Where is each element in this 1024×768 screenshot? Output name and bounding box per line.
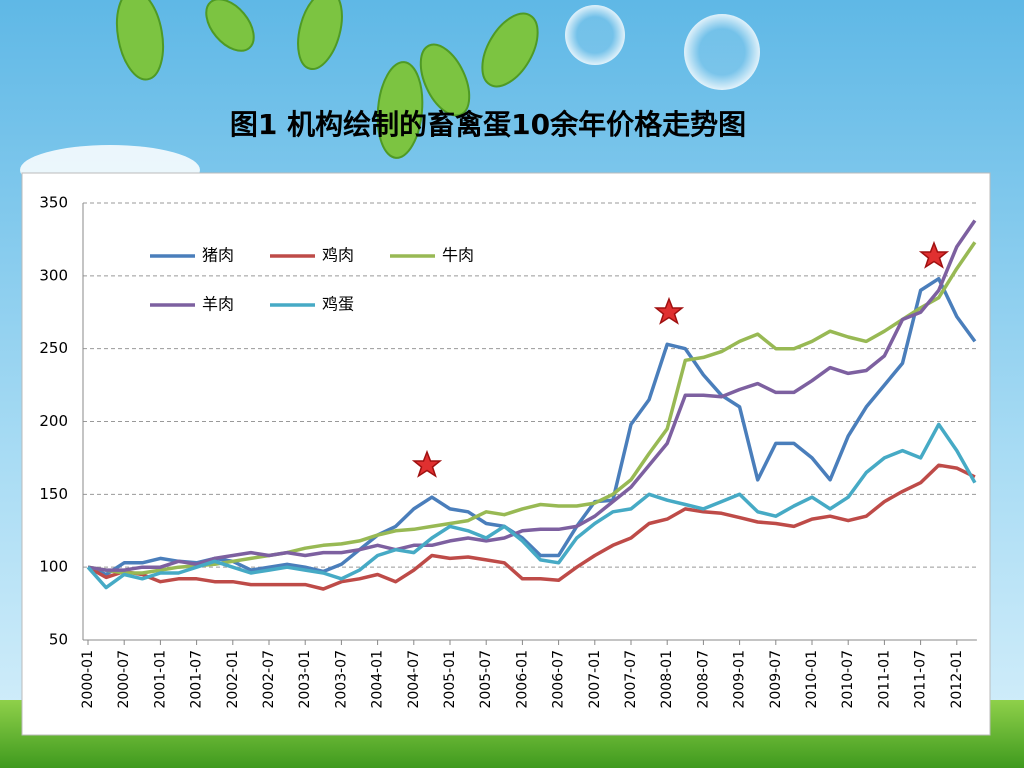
series-line xyxy=(87,219,977,572)
legend-label: 牛肉 xyxy=(442,246,474,265)
x-tick-label: 2006-07 xyxy=(551,650,567,709)
series-line xyxy=(87,241,977,575)
legend-label: 猪肉 xyxy=(202,246,234,265)
x-tick-label: 2012-01 xyxy=(949,650,965,709)
legend-label: 鸡肉 xyxy=(322,246,354,265)
leaves xyxy=(115,0,539,159)
y-tick-label: 200 xyxy=(39,412,68,430)
x-tick-label: 2002-01 xyxy=(225,650,241,709)
x-tick-label: 2007-01 xyxy=(587,650,603,709)
annotation-stars xyxy=(411,240,950,478)
x-tick-label: 2004-01 xyxy=(370,650,386,709)
series-line xyxy=(87,276,977,577)
x-tick-label: 2000-07 xyxy=(116,650,132,709)
x-tick-label: 2001-01 xyxy=(152,650,168,709)
x-tick-label: 2007-07 xyxy=(623,650,639,709)
bubble xyxy=(565,5,625,65)
series-line xyxy=(86,422,977,590)
x-tick-label: 2009-07 xyxy=(768,650,784,709)
legend-label: 鸡蛋 xyxy=(322,295,354,314)
x-tick-label: 2009-01 xyxy=(732,650,748,709)
y-tick-label: 150 xyxy=(39,485,68,503)
x-tick-label: 2008-07 xyxy=(695,650,711,709)
plot: 50 100 150 200 250 300 350 2000-01 2000-07 2001-0… xyxy=(39,194,977,709)
x-tick-label: 2003-07 xyxy=(333,650,349,709)
y-tick-label: 50 xyxy=(49,631,68,649)
series-line xyxy=(87,463,976,591)
y-tick-label: 350 xyxy=(39,194,68,212)
bubble xyxy=(684,14,760,90)
chart-title: 图1 机构绘制的畜禽蛋10余年价格走势图 xyxy=(230,108,746,141)
y-tick-label: 100 xyxy=(39,558,68,576)
x-tick-label: 2008-01 xyxy=(659,650,675,709)
x-tick-label: 2010-01 xyxy=(804,650,820,709)
chart-panel xyxy=(21,172,991,736)
x-tick-label: 2006-01 xyxy=(514,650,530,709)
legend-label: 羊肉 xyxy=(202,295,234,314)
x-tick-label: 2011-01 xyxy=(876,650,892,709)
x-tick-label: 2004-07 xyxy=(406,650,422,709)
y-tick-label: 300 xyxy=(39,266,68,284)
x-tick-label: 2003-01 xyxy=(297,650,313,709)
x-tick-label: 2002-07 xyxy=(261,650,277,709)
x-tick-label: 2010-07 xyxy=(840,650,856,709)
x-tick-label: 2000-01 xyxy=(80,650,96,709)
x-tick-label: 2011-07 xyxy=(913,650,929,709)
x-tick-label: 2005-07 xyxy=(478,650,494,709)
x-tick-label: 2005-01 xyxy=(442,650,458,709)
y-tick-label: 250 xyxy=(39,339,68,357)
x-tick-label: 2001-07 xyxy=(189,650,205,709)
